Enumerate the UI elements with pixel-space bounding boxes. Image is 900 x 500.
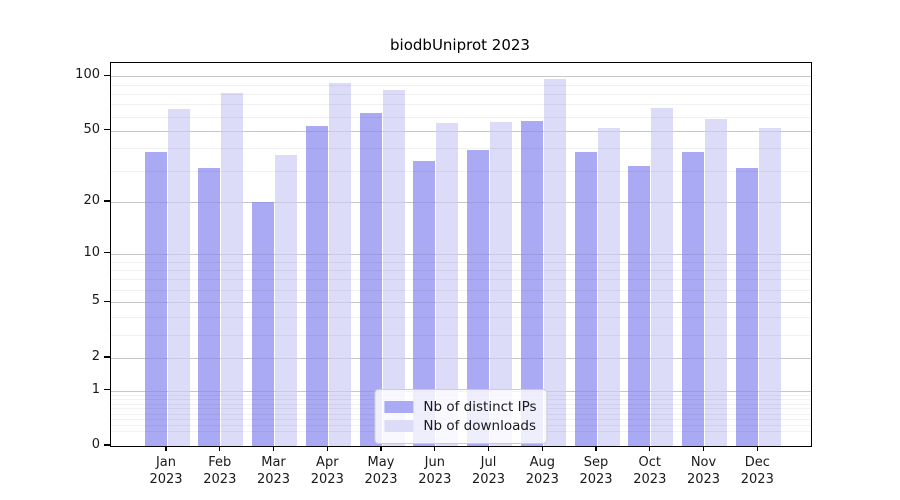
- bar-distinct-ips-apr: [305, 126, 328, 446]
- bar-downloads-feb: [221, 92, 244, 446]
- y-axis-tick-label: 20: [83, 193, 100, 208]
- gridline-major-overlay: [111, 253, 811, 255]
- bar-distinct-ips-jul: [467, 150, 489, 446]
- gridline-minor: [111, 269, 811, 271]
- x-axis-tick-mark: [756, 446, 758, 451]
- y-axis-tick-label: 100: [75, 67, 100, 83]
- bar-downloads-jul: [490, 122, 512, 446]
- gridline-major: [111, 202, 811, 203]
- chart-title: biodbUniprot 2023: [390, 36, 530, 54]
- x-axis-tick-mark: [434, 446, 436, 451]
- gridline-major-overlay: [111, 302, 811, 304]
- gridline-major-overlay: [111, 130, 811, 132]
- y-axis-tick-mark: [104, 444, 110, 446]
- bar-distinct-ips-jun: [413, 161, 436, 446]
- x-axis-tick-mark: [595, 446, 597, 451]
- bar-distinct-ips-dec: [735, 168, 758, 446]
- bar-distinct-ips-aug: [520, 120, 543, 446]
- legend-swatch-distinct-ips: [384, 401, 414, 413]
- bar-downloads-mar: [275, 154, 297, 446]
- y-axis-tick-label: 0: [91, 437, 100, 452]
- bar-downloads-jan: [167, 109, 190, 446]
- x-axis-tick-label: Jan 2023: [149, 455, 183, 487]
- gridline-minor: [111, 116, 811, 118]
- gridline-major: [111, 76, 811, 78]
- x-axis-tick-mark: [380, 446, 382, 451]
- y-axis-tick-mark: [104, 252, 110, 254]
- x-axis-tick-label: May 2023: [364, 455, 398, 487]
- x-axis-tick-label: Dec 2023: [740, 455, 774, 487]
- x-axis-tick-label: Nov 2023: [686, 455, 721, 487]
- x-axis-tick-mark: [219, 446, 221, 451]
- gridline-major-overlay: [111, 202, 811, 203]
- legend-item-downloads: Nb of downloads: [384, 417, 536, 435]
- gridline-minor: [111, 261, 811, 263]
- gridline-minor: [111, 93, 811, 95]
- x-axis-tick-label: Feb 2023: [203, 455, 237, 487]
- bar-distinct-ips-sep: [574, 152, 597, 446]
- bar-downloads-jun: [436, 123, 459, 446]
- bar-downloads-oct: [651, 107, 674, 446]
- y-axis-tick-label: 2: [91, 349, 100, 364]
- y-axis-tick-mark: [104, 356, 110, 358]
- y-axis-tick-label: 5: [91, 293, 100, 309]
- y-axis-tick-label: 10: [83, 244, 100, 260]
- legend-label-distinct-ips: Nb of distinct IPs: [423, 399, 537, 415]
- gridline-minor: [111, 334, 811, 336]
- legend-item-distinct-ips: Nb of distinct IPs: [384, 398, 537, 416]
- legend-swatch-downloads: [384, 420, 414, 432]
- x-axis-tick-mark: [326, 446, 328, 451]
- y-axis-tick-mark: [104, 200, 110, 202]
- x-axis-tick-label: Apr 2023: [310, 455, 344, 487]
- bar-distinct-ips-nov: [682, 152, 704, 446]
- x-axis-tick-mark: [541, 446, 543, 451]
- legend: Nb of distinct IPs Nb of downloads: [374, 389, 548, 444]
- gridline-major: [111, 130, 811, 132]
- x-axis-tick-label: Sep 2023: [579, 455, 613, 487]
- bar-downloads-dec: [758, 127, 781, 446]
- bar-downloads-aug: [543, 78, 566, 446]
- bar-distinct-ips-may: [359, 112, 382, 446]
- bar-distinct-ips-oct: [628, 165, 651, 446]
- x-axis-tick-label: Jun 2023: [418, 455, 452, 487]
- y-axis-tick-mark: [104, 388, 110, 391]
- gridline-minor: [111, 104, 811, 106]
- gridline-minor: [111, 290, 811, 292]
- gridline-minor: [111, 317, 811, 318]
- y-axis-tick-mark: [104, 129, 110, 131]
- x-axis-tick-label: Aug 2023: [525, 455, 559, 487]
- bar-distinct-ips-mar: [252, 202, 274, 446]
- gridline-minor: [111, 148, 811, 150]
- gridline-minor: [111, 84, 811, 86]
- gridline-major-overlay: [111, 358, 811, 359]
- plot-area: Nb of distinct IPs Nb of downloads: [110, 62, 812, 447]
- y-axis-tick-mark: [104, 74, 110, 76]
- gridline-major: [111, 253, 811, 255]
- gridline-major: [111, 302, 811, 304]
- y-axis-tick-label: 50: [83, 121, 100, 137]
- bar-downloads-may: [382, 90, 405, 446]
- x-axis-tick-mark: [702, 446, 705, 451]
- gridline-major-overlay: [111, 76, 811, 78]
- x-axis-tick-label: Mar 2023: [256, 455, 291, 487]
- bar-downloads-nov: [705, 119, 727, 446]
- gridline-minor: [111, 279, 811, 281]
- x-axis-tick-mark: [165, 446, 167, 451]
- x-axis-tick-mark: [487, 446, 490, 451]
- gridline-major: [111, 358, 811, 359]
- x-axis-tick-mark: [272, 446, 275, 451]
- gridline-minor: [111, 170, 811, 172]
- bar-distinct-ips-jan: [144, 152, 167, 446]
- x-axis-tick-label: Jul 2023: [471, 455, 506, 487]
- bar-downloads-sep: [597, 127, 620, 446]
- bar-distinct-ips-feb: [198, 168, 221, 446]
- x-axis-tick-mark: [649, 446, 651, 451]
- y-axis-tick-label: 1: [91, 381, 100, 397]
- legend-label-downloads: Nb of downloads: [423, 418, 536, 434]
- bar-downloads-apr: [328, 82, 351, 446]
- y-axis-tick-mark: [104, 300, 110, 302]
- x-axis-tick-label: Oct 2023: [633, 455, 667, 487]
